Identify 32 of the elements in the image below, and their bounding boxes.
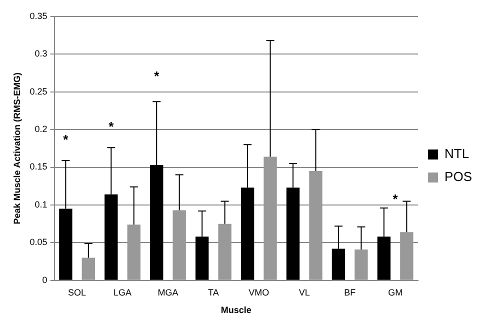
- y-tick-label: 0.15: [30, 162, 48, 172]
- bar: [400, 232, 414, 280]
- y-tick-label: 0.1: [34, 199, 48, 210]
- y-tick-label: 0.3: [34, 48, 48, 59]
- bar: [354, 249, 368, 280]
- y-axis-title: Peak Muscle Activation (RMS-EMG): [12, 72, 22, 224]
- legend-label: NTL: [444, 146, 470, 162]
- y-tick-label: 0.05: [30, 237, 48, 248]
- annotation: *: [392, 191, 399, 206]
- x-axis-title: Muscle: [220, 305, 252, 316]
- x-tick-label: GM: [388, 287, 403, 298]
- annotation: *: [108, 118, 115, 134]
- y-tick-label: 0.25: [30, 86, 48, 96]
- y-tick-label: 0.2: [34, 124, 48, 134]
- bar: [218, 224, 232, 280]
- y-tick-label: 0.35: [30, 10, 48, 21]
- annotation: *: [63, 132, 70, 148]
- bar: [309, 171, 322, 280]
- x-tick-label: VL: [298, 287, 310, 298]
- x-tick-label: VMO: [248, 287, 270, 298]
- legend-label: POS: [444, 169, 472, 184]
- bar: [127, 224, 140, 280]
- x-tick-label: SOL: [68, 287, 86, 298]
- x-tick-label: BF: [344, 287, 356, 298]
- x-tick-label: MGA: [158, 287, 178, 298]
- bar: [172, 210, 186, 280]
- x-tick-label: TA: [208, 287, 219, 298]
- x-tick-label: LGA: [114, 287, 132, 298]
- y-tick-label: 0: [42, 274, 48, 285]
- bar: [82, 258, 96, 280]
- bar: [264, 156, 277, 280]
- annotation: *: [154, 68, 160, 84]
